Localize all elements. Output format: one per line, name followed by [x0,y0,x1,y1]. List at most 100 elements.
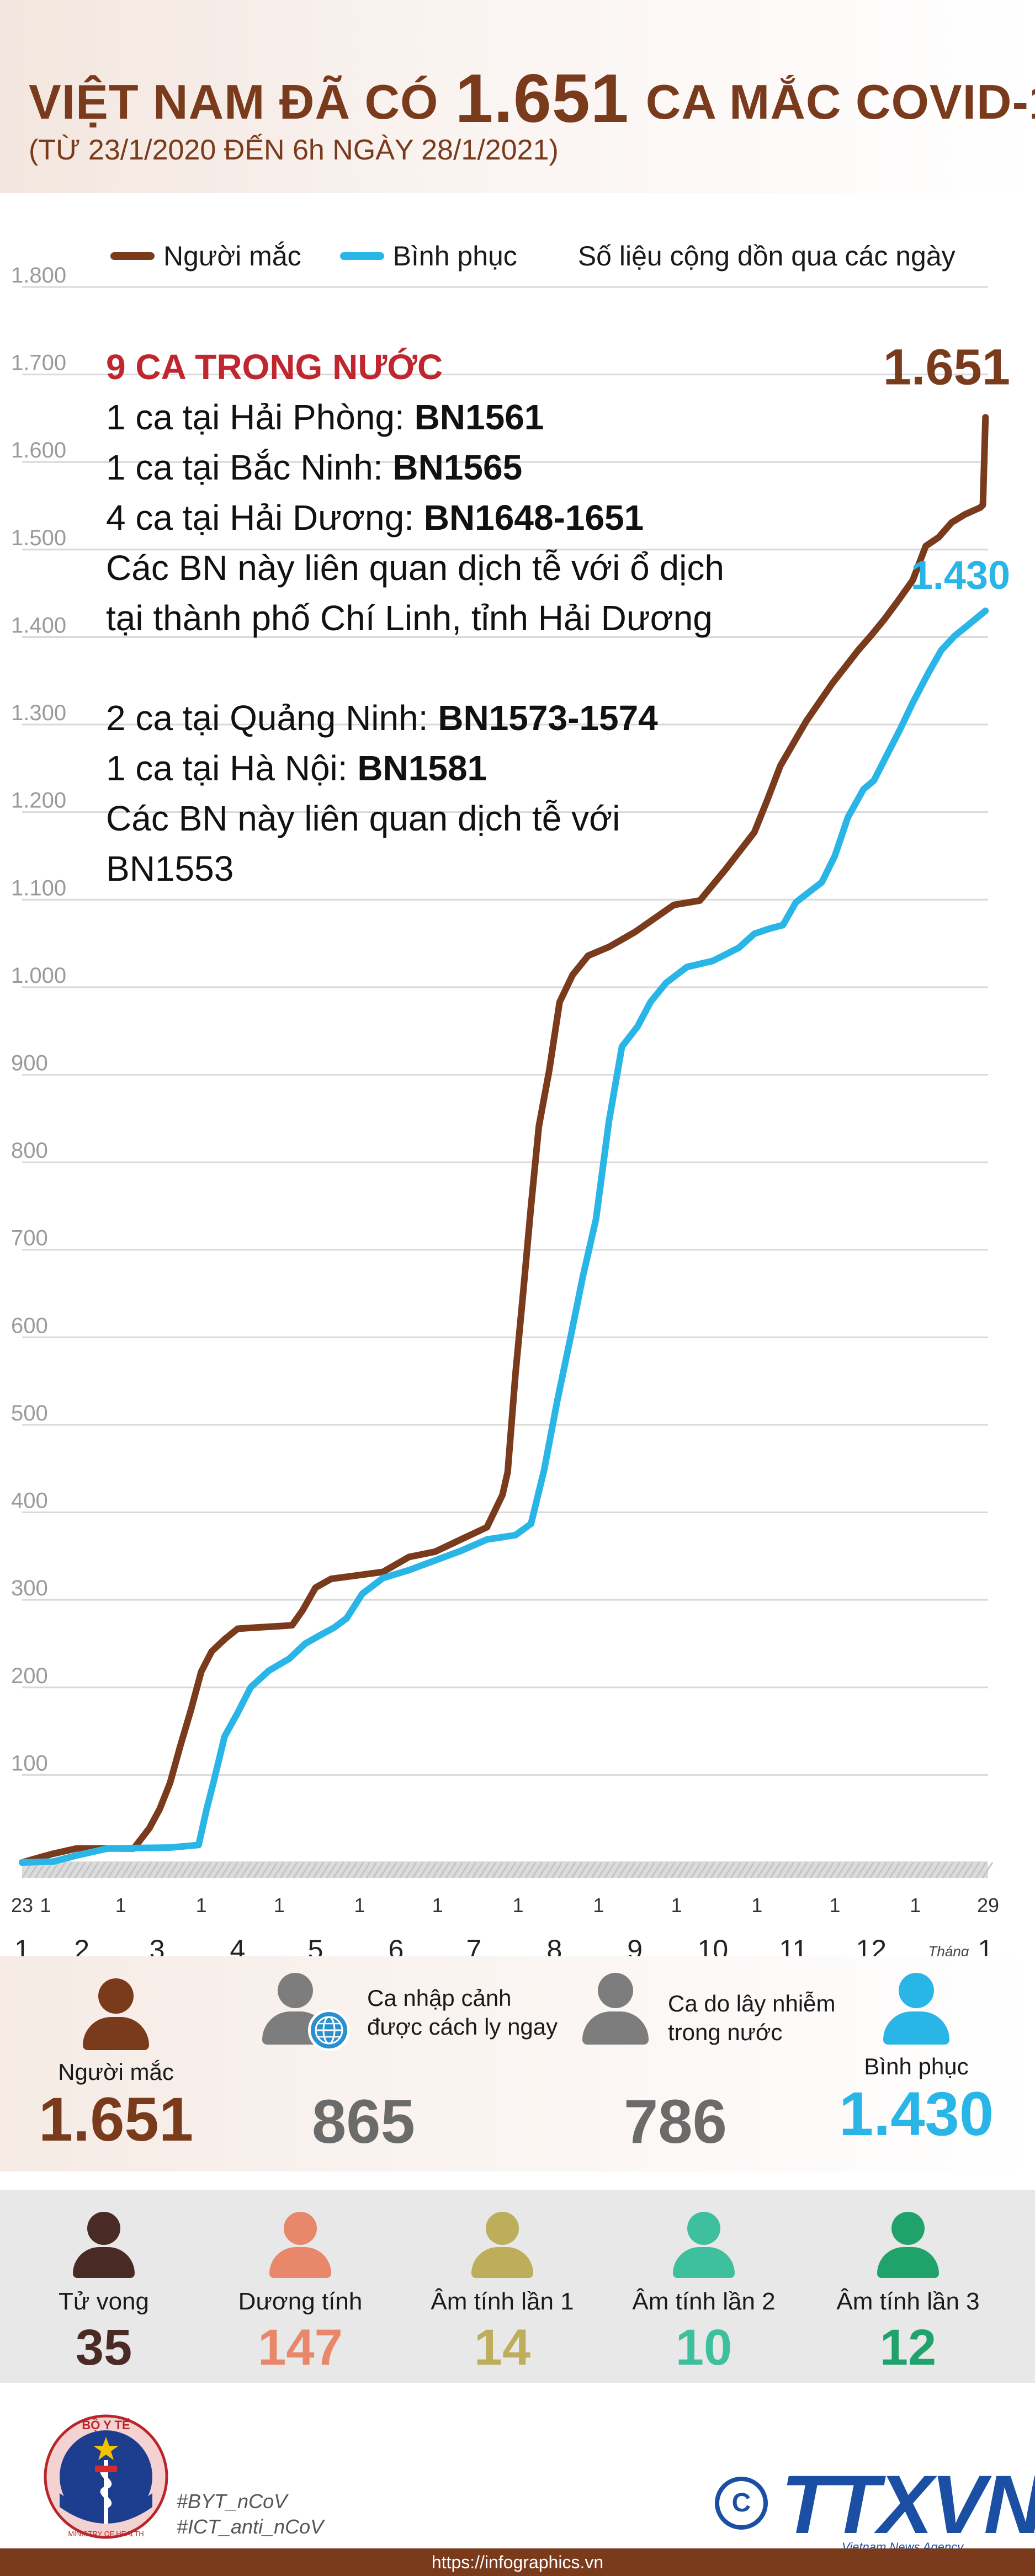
axis-hatch [240,1862,252,1878]
axis-hatch [558,1862,570,1878]
ministry-name-en: MINISTRY OF HEALTH [68,2530,144,2538]
axis-hatch [803,1862,815,1878]
y-tick-label: 400 [11,1489,48,1513]
axis-hatch [677,1862,689,1878]
x-month-label: 10 [698,1934,729,1959]
series-end-label: 1.651 [883,339,1010,395]
outcome-value: 35 [75,2319,132,2376]
axis-hatch [935,1862,947,1878]
y-tick-label: 200 [11,1664,48,1688]
axis-hatch [153,1862,166,1878]
y-tick-label: 1.400 [11,613,66,637]
axis-hatch [716,1862,729,1878]
legend-recovered-label: Bình phục [392,241,517,272]
axis-hatch [379,1862,391,1878]
annotation-text: 2 ca tại Quảng Ninh: [106,698,438,738]
y-tick-label: 1.500 [11,526,66,550]
url-bar: https://infographics.vn [0,2548,1035,2576]
axis-hatch [617,1862,629,1878]
x-day-tick: 1 [751,1894,762,1917]
axis-hatch [842,1862,854,1878]
title-prefix: VIỆT NAM ĐÃ CÓ [29,74,439,129]
axis-hatch [591,1862,603,1878]
page-subtitle: (TỪ 23/1/2020 ĐẾN 6h NGÀY 28/1/2021) [29,134,559,166]
axis-hatch [259,1862,272,1878]
patient-code: BN1565 [392,448,523,487]
axis-hatch [710,1862,722,1878]
outcome-label: Âm tính lần 3 [836,2288,980,2315]
hashtag: #BYT_nCoV [177,2490,288,2513]
axis-hatch [895,1862,907,1878]
x-month-label: 1 [978,1934,993,1959]
ministry-name: BỘ Y TẾ [82,2418,130,2432]
axis-hatch [147,1862,159,1878]
annotation-text: tại thành phố Chí Linh, tỉnh Hải Dương [106,598,713,638]
axis-hatch [405,1862,417,1878]
outcome-negative-2: Âm tính lần 2 10 [621,2212,787,2377]
axis-hatch [134,1862,146,1878]
axis-hatch [452,1862,464,1878]
page-title: VIỆT NAM ĐÃ CÓ 1.651 CA MẮC COVID-19 [29,60,1035,138]
axis-hatch [465,1862,477,1878]
axis-hatch [697,1862,709,1878]
axis-hatch [670,1862,682,1878]
ministry-of-health-logo: BỘ Y TẾ MINISTRY OF HEALTH [44,2414,168,2539]
x-day-tick: 1 [513,1894,524,1917]
axis-hatch [74,1862,86,1878]
x-month-label: 4 [230,1934,246,1959]
title-suffix: CA MẮC COVID-19 [645,74,1035,129]
axis-hatch [332,1862,344,1878]
axis-hatch [425,1862,437,1878]
axis-hatch [644,1862,656,1878]
axis-hatch [975,1862,987,1878]
stat-cases: Người mắc 1.651 [17,1978,215,2153]
person-icon [267,2212,333,2278]
footer: BỘ Y TẾ MINISTRY OF HEALTH #BYT_nCoV #IC… [0,2383,1035,2576]
y-axis-ticks: 100 200 300 400 500 600 700 800 900 1.000 1.100 1.2… [11,263,66,1775]
axis-hatch [650,1862,662,1878]
axis-hatch [445,1862,457,1878]
annotation-line: 2 ca tại Quảng Ninh: BN1573-1574 [106,693,879,743]
site-url[interactable]: https://infographics.vn [431,2552,604,2572]
axis-hatch [226,1862,238,1878]
axis-hatch [498,1862,510,1878]
axis-hatch [624,1862,636,1878]
axis-hatch [703,1862,715,1878]
axis-hatch [750,1862,762,1878]
axis-hatch [524,1862,537,1878]
x-day-tick: 1 [671,1894,682,1917]
outcome-negative-1: Âm tính lần 1 14 [420,2212,585,2377]
axis-hatch [551,1862,563,1878]
axis-hatch [81,1862,93,1878]
axis-hatch [339,1862,351,1878]
patient-code: BN1561 [414,397,544,437]
y-tick-label: 700 [11,1226,48,1250]
x-day-tick: 1 [910,1894,921,1917]
axis-hatch [730,1862,742,1878]
axis-hatch [743,1862,755,1878]
globe-icon [308,2009,350,2051]
series-layer [19,414,989,1866]
x-day-tick: 1 [593,1894,604,1917]
axis-hatch [763,1862,775,1878]
axis-hatch [127,1862,139,1878]
axis-hatch [365,1862,378,1878]
axis-hatch [962,1862,974,1878]
stat-cases-value: 1.651 [38,2085,194,2154]
axis-hatch [392,1862,404,1878]
axis-hatch [531,1862,543,1878]
axis-hatch [306,1862,318,1878]
x-month-label: 2 [74,1934,89,1959]
axis-hatch [346,1862,358,1878]
x-day-tick: 1 [40,1894,51,1917]
outcome-positive: Dương tính 147 [217,2212,383,2377]
y-tick-label: 1.300 [11,701,66,725]
axis-hatch [955,1862,967,1878]
annotation-text: BN1553 [106,849,234,888]
axis-hatch [359,1862,371,1878]
outcome-label: Tử vong [59,2288,149,2315]
axis-hatch [664,1862,676,1878]
axis-hatch [399,1862,411,1878]
axis-hatch [326,1862,338,1878]
axis-hatch [822,1862,835,1878]
